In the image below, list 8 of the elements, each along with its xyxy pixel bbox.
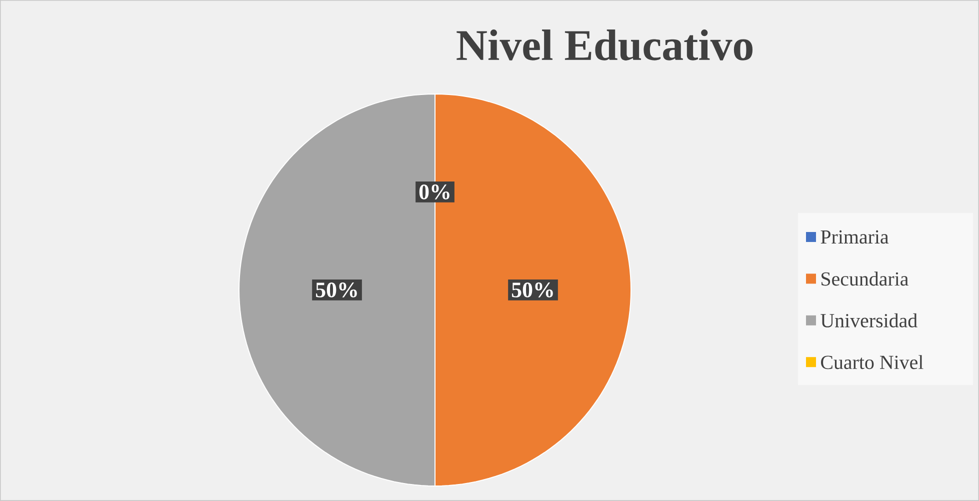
legend-label: Cuarto Nivel [821,355,924,370]
chart-title: Nivel Educativo [456,30,753,60]
legend-label: Universidad [820,313,918,328]
legend-label: Secundaria [822,272,908,286]
text: 0% [419,184,450,200]
data-label: 50% [512,282,553,298]
data-label: 50% [316,282,357,298]
legend-label: Primaria [820,230,889,244]
